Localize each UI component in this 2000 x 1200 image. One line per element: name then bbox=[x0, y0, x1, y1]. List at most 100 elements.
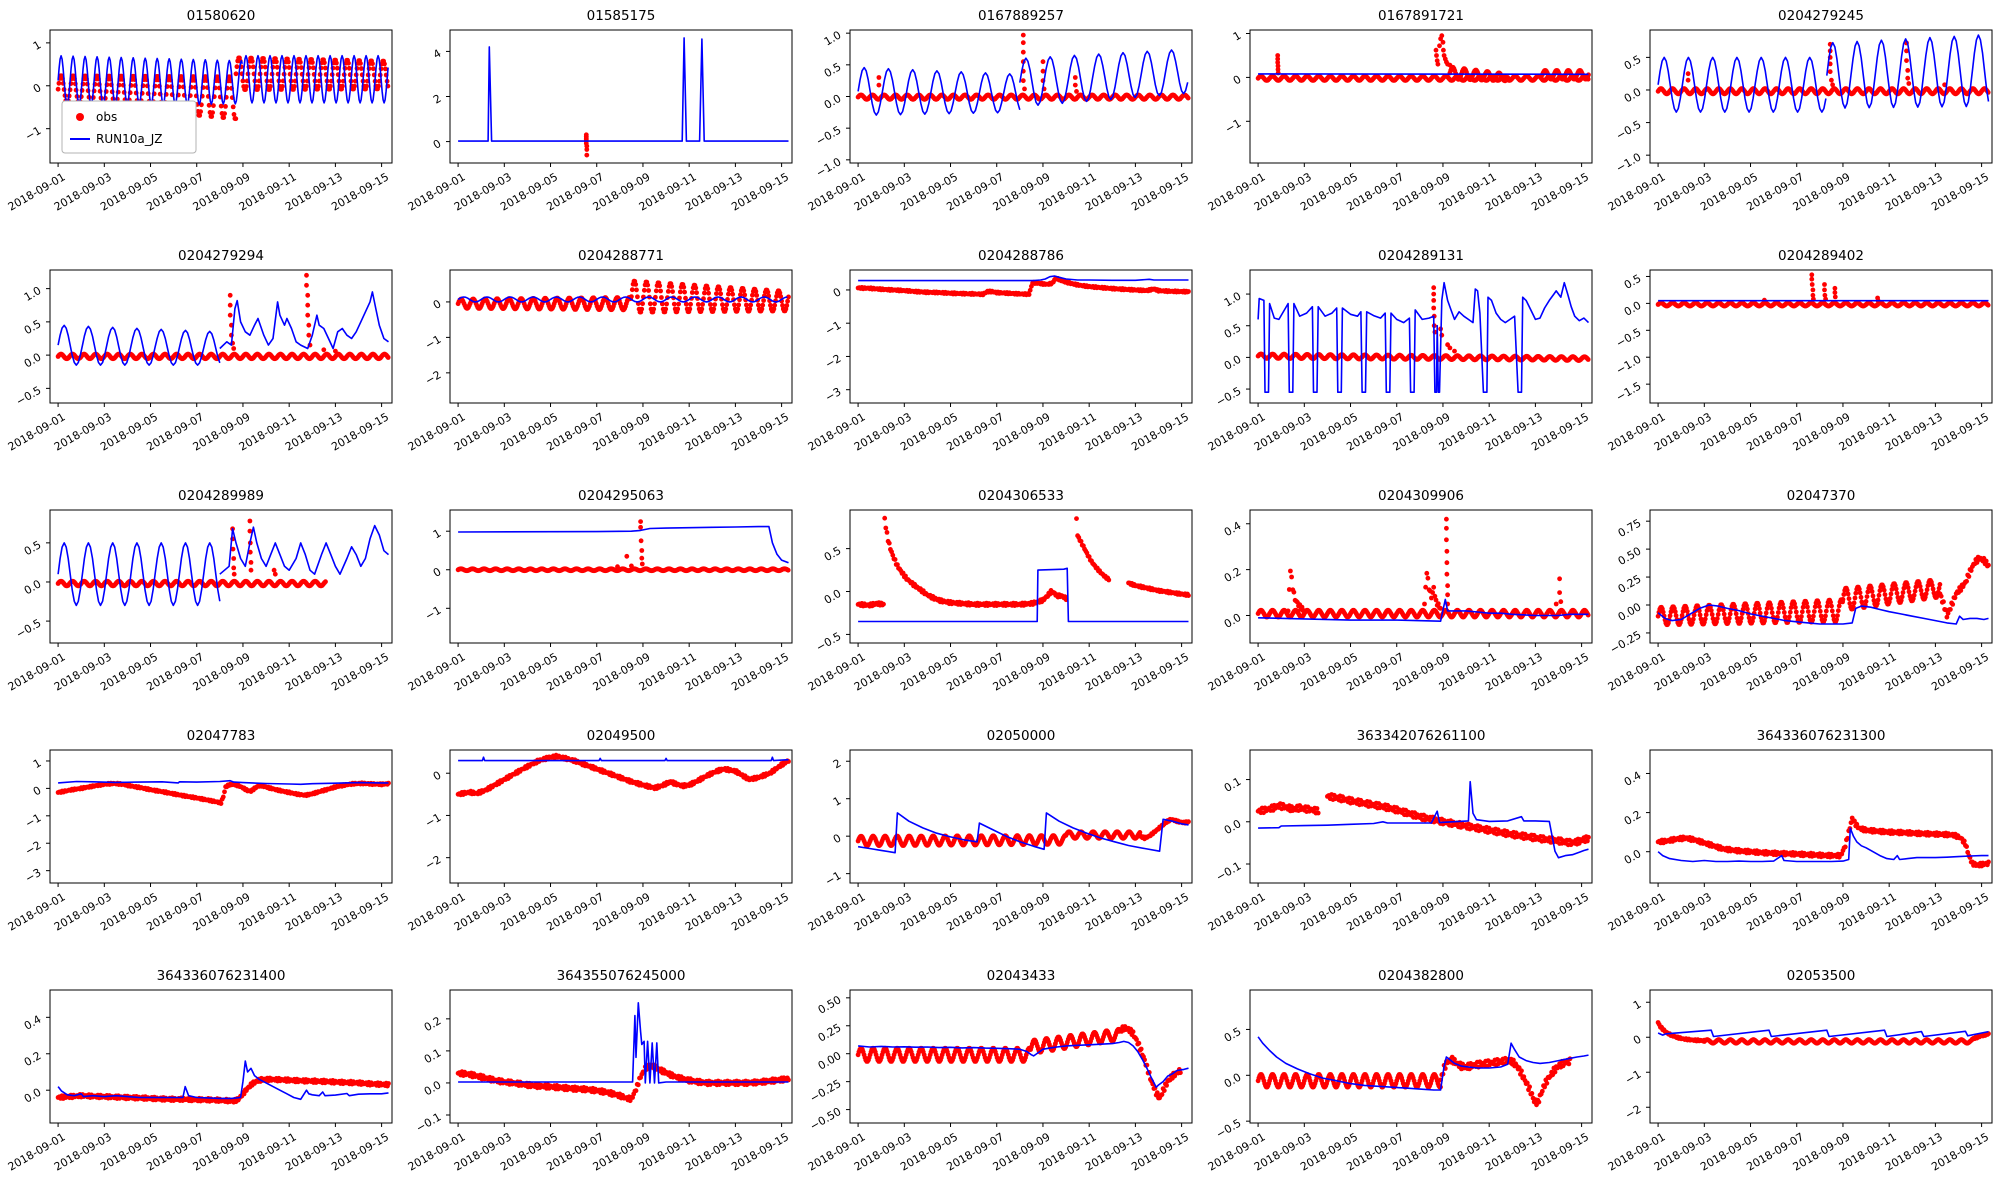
y-tick-label: −2 bbox=[1623, 1103, 1644, 1122]
y-tick-label: 0.0 bbox=[22, 577, 44, 597]
obs-series bbox=[55, 518, 328, 589]
subplot-title: 0204382800 bbox=[1378, 968, 1464, 984]
subplot-0167889257: 01678892571.00.50.0−0.5−1.02018-09-01201… bbox=[806, 8, 1193, 214]
y-tick-label: 0.5 bbox=[1622, 53, 1644, 73]
y-tick-label: −3 bbox=[823, 385, 844, 404]
y-tick-label: 0.0 bbox=[22, 350, 44, 370]
y-tick-label: 0.0 bbox=[422, 1078, 444, 1098]
axes-frame bbox=[49, 749, 393, 884]
y-tick-label: −0.25 bbox=[808, 1077, 844, 1105]
subplot-title: 364336076231400 bbox=[157, 968, 286, 984]
model-series bbox=[1257, 281, 1590, 393]
model-series bbox=[1657, 827, 1989, 863]
y-tick-label: −1 bbox=[1223, 117, 1244, 136]
y-tick-label: −0.5 bbox=[14, 616, 44, 641]
y-tick-label: −0.5 bbox=[1614, 326, 1644, 351]
model-series bbox=[458, 525, 789, 564]
axes-frame bbox=[1649, 749, 1993, 884]
y-tick-label: 0 bbox=[31, 81, 44, 96]
axes-frame bbox=[49, 269, 393, 404]
y-tick-label: 0.5 bbox=[22, 317, 44, 337]
axes-frame bbox=[1649, 509, 1993, 644]
y-tick-label: 0.5 bbox=[1222, 1025, 1244, 1045]
obs-series bbox=[55, 1075, 391, 1105]
y-tick-label: −1.5 bbox=[1614, 379, 1644, 404]
subplot-title: 02049500 bbox=[587, 728, 656, 744]
subplot-01580620: 0158062010−12018-09-012018-09-032018-09-… bbox=[6, 8, 393, 214]
subplot-0167891721: 016789172110−12018-09-012018-09-032018-0… bbox=[1206, 8, 1593, 214]
model-series bbox=[1257, 1036, 1589, 1091]
y-tick-label: 2 bbox=[831, 757, 844, 772]
model-series bbox=[458, 1002, 789, 1084]
obs-series bbox=[455, 752, 791, 798]
y-tick-label: −0.1 bbox=[1214, 859, 1244, 884]
axes-frame bbox=[1249, 989, 1593, 1124]
axes-frame bbox=[1649, 989, 1993, 1124]
y-tick-label: 0.5 bbox=[822, 60, 844, 80]
y-tick-label: 0.1 bbox=[1222, 775, 1244, 795]
y-tick-label: −1.0 bbox=[1614, 353, 1644, 378]
y-tick-label: 4 bbox=[431, 47, 444, 62]
model-series bbox=[857, 812, 1189, 854]
y-tick-label: 0.5 bbox=[822, 544, 844, 564]
subplot-02049500: 020495000−1−22018-09-012018-09-032018-09… bbox=[406, 728, 793, 934]
subplot-364355076245000: 3643550762450000.20.10.0−0.12018-09-0120… bbox=[406, 968, 793, 1174]
model-series bbox=[1258, 780, 1589, 859]
subplot-title: 0204289402 bbox=[1778, 248, 1864, 264]
subplot-title: 0204309906 bbox=[1378, 488, 1464, 504]
y-tick-label: 0 bbox=[1631, 1033, 1644, 1048]
obs-series bbox=[1655, 554, 1991, 628]
subplot-0204279245: 02042792450.50.0−0.5−1.02018-09-012018-0… bbox=[1606, 8, 1993, 214]
model-series bbox=[58, 779, 389, 786]
y-tick-label: −1 bbox=[23, 811, 44, 830]
subplot-01585175: 015851754202018-09-012018-09-032018-09-0… bbox=[406, 8, 793, 214]
y-tick-label: −0.5 bbox=[1214, 384, 1244, 409]
y-tick-label: 0.5 bbox=[1622, 272, 1644, 292]
subplot-02050000: 02050000210−12018-09-012018-09-032018-09… bbox=[806, 728, 1193, 934]
model-series bbox=[1258, 598, 1589, 622]
model-series bbox=[458, 37, 789, 142]
subplot-title: 0204289989 bbox=[178, 488, 264, 504]
y-tick-label: 0 bbox=[1231, 73, 1244, 88]
model-series bbox=[858, 1040, 1189, 1088]
obs-series bbox=[1655, 272, 1991, 309]
obs-series bbox=[1255, 792, 1591, 848]
y-tick-label: −0.5 bbox=[814, 630, 844, 655]
y-tick-label: 0 bbox=[31, 784, 44, 799]
subplot-title: 02047783 bbox=[187, 728, 256, 744]
y-tick-label: 0.2 bbox=[1222, 565, 1244, 585]
axes-frame bbox=[449, 989, 793, 1124]
subplot-title: 364336076231300 bbox=[1757, 728, 1886, 744]
y-tick-label: −1.0 bbox=[814, 155, 844, 180]
axes-frame bbox=[449, 269, 793, 404]
y-tick-label: 0.0 bbox=[1622, 85, 1644, 105]
axes-frame bbox=[1649, 269, 1993, 404]
y-tick-label: 0.00 bbox=[1616, 600, 1644, 624]
y-tick-label: −1 bbox=[423, 604, 444, 623]
y-tick-label: 0.00 bbox=[816, 1049, 844, 1073]
subplot-title: 0204279294 bbox=[178, 248, 264, 264]
axes-frame bbox=[849, 509, 1193, 644]
subplot-title: 01580620 bbox=[187, 8, 256, 24]
y-tick-label: 0.0 bbox=[822, 92, 844, 112]
model-series bbox=[858, 275, 1189, 282]
axes-frame bbox=[1249, 749, 1593, 884]
model-series bbox=[57, 524, 390, 607]
model-series bbox=[857, 49, 1189, 116]
subplot-0204288786: 02042887860−1−2−32018-09-012018-09-03201… bbox=[806, 248, 1193, 454]
subplot-0204382800: 02043828000.50.0−0.52018-09-012018-09-03… bbox=[1206, 968, 1593, 1174]
subplot-0204295063: 020429506310−12018-09-012018-09-032018-0… bbox=[406, 488, 793, 694]
legend-item-label: obs bbox=[96, 110, 117, 124]
obs-series bbox=[1255, 285, 1591, 363]
axes-frame bbox=[849, 749, 1193, 884]
y-tick-label: 0.0 bbox=[822, 587, 844, 607]
obs-series bbox=[55, 272, 391, 362]
subplot-title: 02053500 bbox=[1787, 968, 1856, 984]
y-tick-label: 1.0 bbox=[22, 284, 44, 304]
obs-series bbox=[1655, 815, 1991, 869]
y-tick-label: −2 bbox=[423, 853, 444, 872]
y-tick-label: −0.5 bbox=[14, 384, 44, 409]
subplot-title: 02047370 bbox=[1787, 488, 1856, 504]
y-tick-label: 1 bbox=[1631, 998, 1644, 1013]
